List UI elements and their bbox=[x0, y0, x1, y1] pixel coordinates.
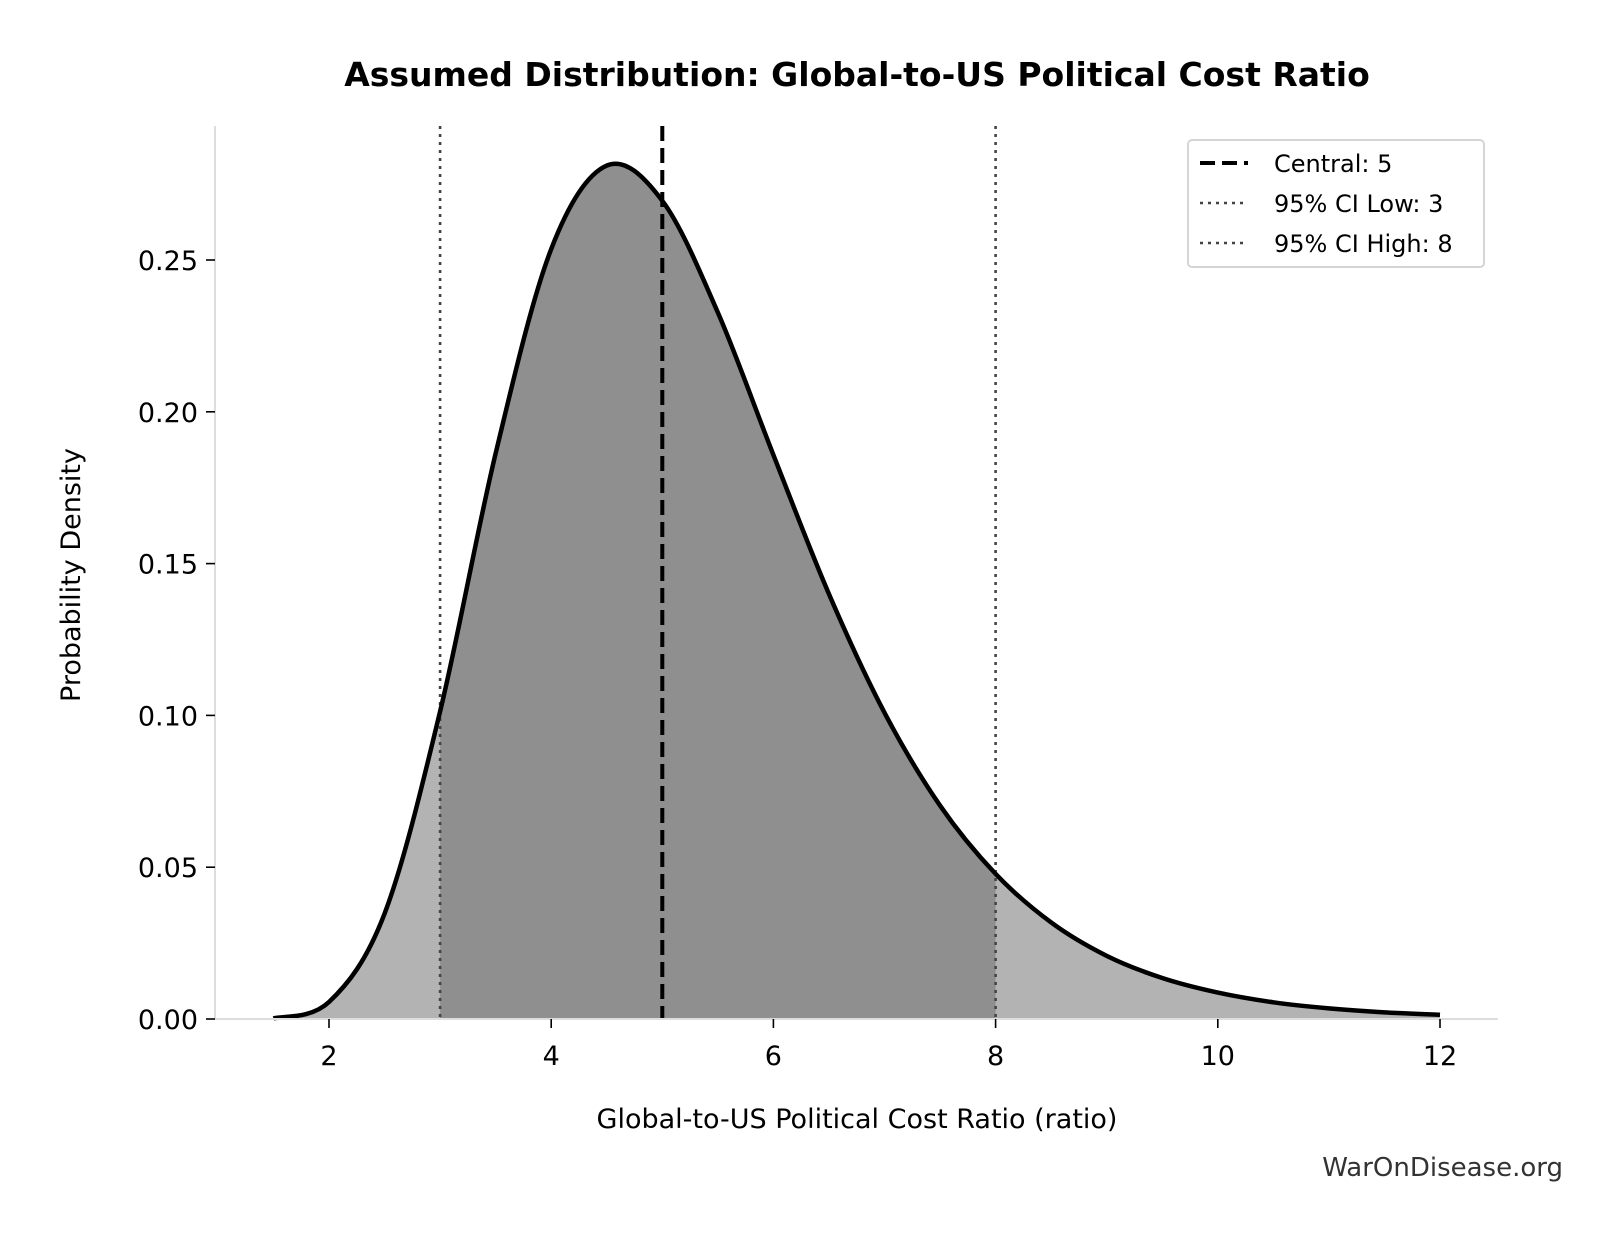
legend-entry: Central: 5 bbox=[1274, 150, 1392, 178]
y-axis-label: Probability Density bbox=[56, 448, 87, 702]
axes: 2 4 6 8 10 12 0.00 0.05 0.10 0.15 0.20 0.25 bbox=[138, 126, 1498, 1072]
x-axis-label: Global-to-US Political Cost Ratio (ratio… bbox=[597, 1104, 1118, 1135]
legend: Central: 5 95% CI Low: 3 95% CI High: 8 bbox=[1187, 139, 1485, 268]
plot-area bbox=[272, 126, 1441, 1021]
x-tick-label: 12 bbox=[1423, 1041, 1457, 1072]
legend-entry: 95% CI High: 8 bbox=[1274, 230, 1453, 258]
y-tick-label: 0.15 bbox=[138, 550, 198, 581]
density-curve bbox=[272, 161, 1441, 1021]
ci-fill-area bbox=[440, 163, 996, 1020]
y-tick-label: 0.05 bbox=[138, 853, 198, 884]
y-tick-label: 0.10 bbox=[138, 701, 198, 732]
watermark: WarOnDisease.org bbox=[1322, 1153, 1563, 1183]
legend-box bbox=[1187, 139, 1485, 268]
y-tick-label: 0.20 bbox=[138, 398, 198, 429]
x-tick-label: 4 bbox=[543, 1041, 560, 1072]
x-tick-label: 6 bbox=[765, 1041, 782, 1072]
x-tick-label: 8 bbox=[987, 1041, 1004, 1072]
y-tick-label: 0.00 bbox=[138, 1005, 198, 1036]
y-tick-label: 0.25 bbox=[138, 246, 198, 277]
x-tick-label: 10 bbox=[1201, 1041, 1235, 1072]
x-tick-label: 2 bbox=[320, 1041, 337, 1072]
chart-title: Assumed Distribution: Global-to-US Polit… bbox=[344, 55, 1370, 94]
legend-entry: 95% CI Low: 3 bbox=[1274, 190, 1443, 218]
